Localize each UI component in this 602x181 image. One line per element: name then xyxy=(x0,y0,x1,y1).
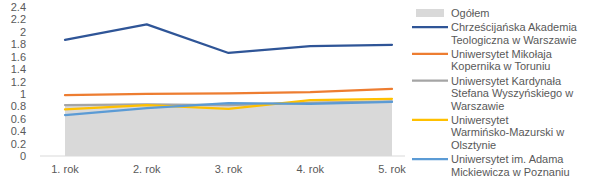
line xyxy=(65,102,392,115)
legend-label: Uniwersytet im. AdamaMickiewicza w Pozna… xyxy=(451,153,570,178)
y-tick-label: 1.8 xyxy=(11,38,26,50)
legend-swatch xyxy=(412,53,448,55)
legend-label: Uniwersytet KardynałaStefana Wyszyńskieg… xyxy=(451,75,573,112)
legend-swatch xyxy=(412,158,448,160)
y-tick-label: 0.4 xyxy=(11,125,26,137)
legend-swatch xyxy=(412,119,448,121)
y-tick-label: 0 xyxy=(20,150,26,162)
y-tick-label: 1 xyxy=(20,88,26,100)
legend-swatch xyxy=(416,9,444,17)
plot-area xyxy=(65,24,392,156)
y-tick-label: 2 xyxy=(20,26,26,38)
y-tick-label: 2.2 xyxy=(11,13,26,25)
legend-swatch xyxy=(412,79,448,81)
y-tick-label: 1.6 xyxy=(11,51,26,63)
x-tick-label: 1. rok xyxy=(51,163,79,175)
line xyxy=(65,24,392,53)
y-tick-label: 1.2 xyxy=(11,76,26,88)
x-tick-label: 5. rok xyxy=(378,163,406,175)
y-tick-label: 0.8 xyxy=(11,100,26,112)
x-tick-label: 3. rok xyxy=(215,163,243,175)
y-tick-label: 1.4 xyxy=(11,63,26,75)
x-tick-label: 4. rok xyxy=(296,163,324,175)
legend-label: Chrześcijańska AkademiaTeologiczna w War… xyxy=(451,21,578,46)
y-tick-label: 0.6 xyxy=(11,113,26,125)
chart: 00.20.40.60.811.21.41.61.822.22.4 1. rok 2… xyxy=(0,0,602,181)
y-tick-label: 0.2 xyxy=(11,138,26,150)
x-tick-label: 2. rok xyxy=(133,163,161,175)
line xyxy=(65,89,392,95)
legend-label: Uniwersytet MikołajaKopernika w Toruniu xyxy=(451,48,553,73)
y-tick-label: 2.4 xyxy=(11,1,26,13)
legend-swatch xyxy=(412,26,448,28)
legend-label: Ogółem xyxy=(451,7,490,19)
legend-label: UniwersytetWarmińsko-Mazurski wOlsztynie xyxy=(451,114,564,151)
